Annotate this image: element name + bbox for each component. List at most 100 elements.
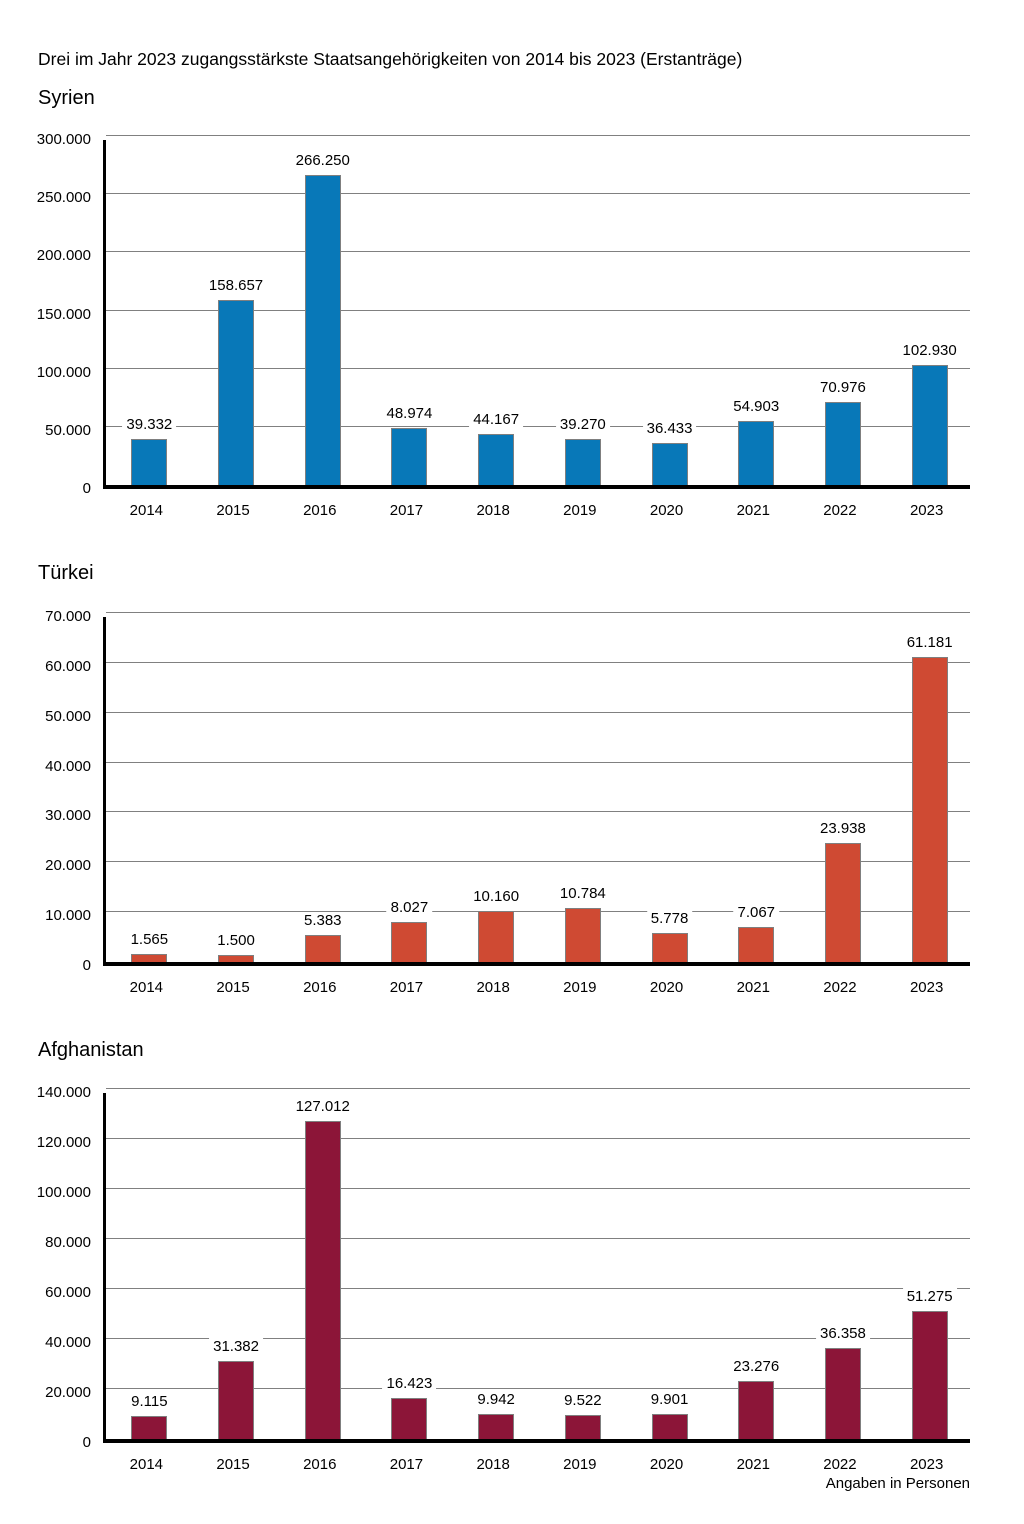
x-tick-label: 2023 <box>909 979 944 996</box>
bar-value-label: 51.275 <box>902 1287 957 1305</box>
bar-value-label: 158.657 <box>204 277 268 295</box>
y-tick-label: 70.000 <box>45 608 91 625</box>
bar-türkei-2016 <box>304 935 341 962</box>
bar-afghanistan-2015 <box>218 1360 255 1439</box>
y-tick-label: 0 <box>82 957 91 974</box>
y-tick-label: 250.000 <box>36 189 91 207</box>
x-tick-label: 2022 <box>823 1456 857 1473</box>
gridline <box>106 367 970 369</box>
bar-afghanistan-2022 <box>824 1348 861 1439</box>
y-tick-label: 40.000 <box>45 757 91 775</box>
gridline <box>106 1088 970 1089</box>
x-tick-label: 2023 <box>909 1456 944 1473</box>
bar-value-label: 10.784 <box>555 885 610 903</box>
x-tick-label: 2015 <box>216 979 250 996</box>
gridline <box>106 135 970 136</box>
bar-value-label: 7.067 <box>733 903 780 921</box>
bar-türkei-2022 <box>824 842 861 962</box>
bar-value-label: 5.778 <box>646 910 693 928</box>
x-tick-label: 2018 <box>476 1456 510 1473</box>
gridline <box>106 251 970 253</box>
y-tick-label: 50.000 <box>45 707 91 725</box>
bar-value-label: 9.942 <box>473 1391 519 1409</box>
bar-value-label: 70.976 <box>815 379 870 397</box>
bar-value-label: 102.930 <box>898 342 961 360</box>
gridline <box>106 1388 970 1389</box>
bar-afghanistan-2016 <box>304 1121 341 1439</box>
bar-value-label: 9.901 <box>646 1391 693 1409</box>
bar-value-label: 23.276 <box>729 1357 784 1375</box>
bar-value-label: 1.565 <box>126 931 173 949</box>
plot-area: 39.332 158.657 266.250 48.974 44.167 39.270 36… <box>103 135 970 489</box>
x-tick-label: 2017 <box>389 1456 424 1473</box>
units-note: Angaben in Personen <box>825 1475 970 1492</box>
y-tick-label: 0 <box>82 1434 91 1451</box>
y-tick-label: 100.000 <box>36 363 91 381</box>
chart-title-tuerkei: Türkei <box>38 562 94 584</box>
gridline <box>106 661 970 663</box>
x-tick-label: 2020 <box>649 502 684 519</box>
bar-syrien-2021 <box>738 421 775 485</box>
x-tick-label: 2023 <box>909 502 944 519</box>
bar-value-label: 5.383 <box>299 912 346 930</box>
x-tick-label: 2022 <box>823 979 857 996</box>
bar-value-label: 44.167 <box>469 410 524 428</box>
x-tick-label: 2014 <box>129 979 164 996</box>
x-tick-label: 2014 <box>129 1456 164 1473</box>
bar-value-label: 31.382 <box>209 1337 263 1355</box>
x-tick-label: 2020 <box>649 1456 684 1473</box>
bar-afghanistan-2018 <box>478 1414 515 1439</box>
x-tick-label: 2017 <box>389 979 424 996</box>
x-tick-label: 2019 <box>563 502 597 519</box>
y-tick-label: 150.000 <box>36 305 91 323</box>
gridline <box>106 425 970 427</box>
bar-value-label: 39.270 <box>555 416 610 434</box>
bar-türkei-2019 <box>564 908 601 962</box>
y-tick-label: 120.000 <box>36 1134 91 1151</box>
x-tick-label: 2016 <box>303 502 337 519</box>
x-tick-label: 2021 <box>736 1456 770 1473</box>
bar-syrien-2017 <box>391 428 428 485</box>
bar-türkei-2017 <box>391 921 428 962</box>
page-title: Drei im Jahr 2023 zugangsstärkste Staats… <box>38 49 743 69</box>
bar-value-label: 10.160 <box>469 888 524 906</box>
y-tick-label: 200.000 <box>36 247 91 265</box>
gridline <box>106 1288 970 1289</box>
bar-value-label: 23.938 <box>815 819 870 837</box>
y-tick-label: 60.000 <box>45 657 91 675</box>
bar-syrien-2015 <box>218 300 255 485</box>
bar-türkei-2018 <box>478 911 515 962</box>
bar-türkei-2014 <box>131 954 168 962</box>
bar-türkei-2015 <box>218 954 255 962</box>
plot-area: 1.565 1.500 5.383 8.027 10.160 10.784 5.778 7.0… <box>103 612 970 966</box>
x-tick-label: 2015 <box>216 502 250 519</box>
gridline <box>106 1188 970 1189</box>
x-tick-label: 2021 <box>736 502 770 519</box>
y-tick-label: 60.000 <box>45 1284 91 1301</box>
x-tick-label: 2019 <box>563 979 597 996</box>
chart-title-syrien: Syrien <box>38 87 95 109</box>
gridline <box>106 1238 970 1239</box>
bar-value-label: 127.012 <box>291 1098 354 1116</box>
bar-afghanistan-2019 <box>564 1415 601 1439</box>
x-tick-label: 2016 <box>303 979 337 996</box>
y-tick-label: 30.000 <box>45 807 91 825</box>
y-tick-label: 140.000 <box>36 1084 91 1101</box>
x-tick-label: 2015 <box>216 1456 250 1473</box>
gridline <box>106 612 970 613</box>
gridline <box>106 861 970 863</box>
gridline <box>106 1138 970 1139</box>
y-tick-label: 0 <box>82 480 91 497</box>
plot-area: 9.115 31.382 127.012 16.423 9.942 9.522 9.901 2… <box>103 1088 970 1443</box>
gridline <box>106 309 970 311</box>
y-tick-label: 100.000 <box>36 1184 91 1201</box>
chart-title-afghanistan: Afghanistan <box>38 1039 144 1061</box>
bar-afghanistan-2017 <box>391 1397 428 1439</box>
bar-afghanistan-2014 <box>131 1416 168 1439</box>
bar-value-label: 39.332 <box>122 416 177 434</box>
x-tick-label: 2014 <box>129 502 164 519</box>
gridline <box>106 761 970 763</box>
x-tick-label: 2016 <box>303 1456 337 1473</box>
bar-afghanistan-2021 <box>738 1380 775 1439</box>
